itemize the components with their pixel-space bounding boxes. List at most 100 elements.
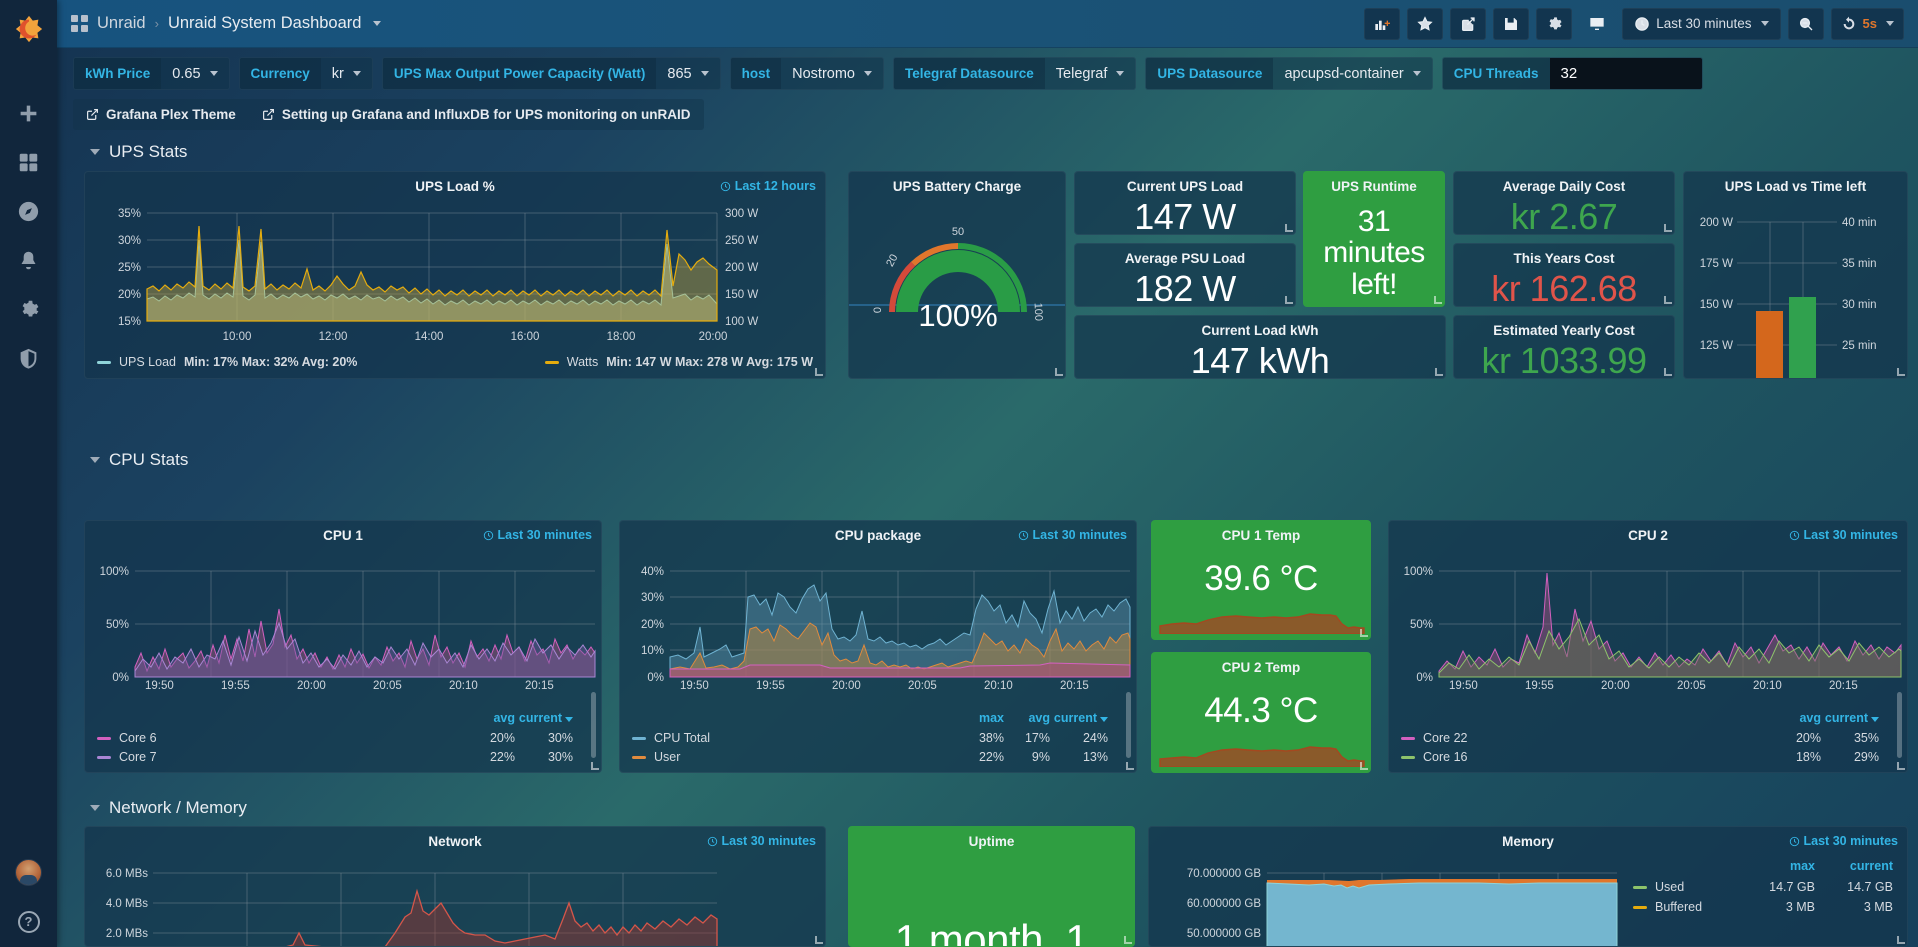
- panel-resize-handle[interactable]: [1664, 368, 1672, 376]
- cpu-threads-input[interactable]: [1549, 58, 1702, 89]
- legend-scrollbar[interactable]: [1126, 692, 1131, 758]
- section-row-cpu-stats[interactable]: CPU Stats: [90, 450, 188, 470]
- panel-resize-handle[interactable]: [1434, 296, 1442, 304]
- legend-item-ups-load[interactable]: UPS Load Min: 17% Max: 32% Avg: 20%: [97, 355, 357, 369]
- variable-value[interactable]: 0.65: [161, 66, 228, 82]
- panel-resize-handle[interactable]: [1126, 762, 1134, 770]
- panel-header[interactable]: Estimated Yearly Cost: [1454, 316, 1674, 344]
- sidebar-item-configuration[interactable]: [0, 285, 57, 334]
- panel-resize-handle[interactable]: [1124, 936, 1132, 944]
- panel-resize-handle[interactable]: [1664, 296, 1672, 304]
- chevron-down-icon[interactable]: [373, 21, 382, 26]
- panel-estimated-yearly-cost[interactable]: Estimated Yearly Cost kr 1033.99: [1453, 315, 1675, 379]
- panel-header[interactable]: CPU 1 Last 30 minutes: [85, 521, 601, 549]
- dashboards-grid-icon[interactable]: [71, 15, 88, 32]
- refresh-button[interactable]: 5s: [1830, 7, 1904, 40]
- legend-item-core-16[interactable]: Core 16 18% 29%: [1401, 750, 1879, 764]
- variable-ups-datasource[interactable]: UPS Datasource apcupsd-container: [1145, 57, 1433, 90]
- panel-header[interactable]: CPU 1 Temp: [1152, 521, 1370, 549]
- panel-cpu-2[interactable]: CPU 2 Last 30 minutes 100% 50% 0% 19:50 …: [1388, 520, 1908, 773]
- legend-header-current[interactable]: current: [1849, 859, 1893, 873]
- panel-header[interactable]: UPS Battery Charge: [849, 172, 1065, 200]
- variable-host[interactable]: host Nostromo: [729, 57, 884, 90]
- panel-resize-handle[interactable]: [1055, 368, 1063, 376]
- panel-header[interactable]: Memory Last 30 minutes: [1149, 827, 1907, 855]
- panel-time-range[interactable]: Last 30 minutes: [1018, 528, 1127, 542]
- panel-cpu-1[interactable]: CPU 1 Last 30 minutes 100% 50% 0% 19:50 …: [84, 520, 602, 773]
- variable-telegraf-datasource[interactable]: Telegraf Datasource Telegraf: [892, 57, 1137, 90]
- panel-time-range[interactable]: Last 12 hours: [720, 179, 816, 193]
- dashboard-link-grafana-plex-theme[interactable]: Grafana Plex Theme: [73, 99, 249, 130]
- breadcrumb-root[interactable]: Unraid: [97, 14, 146, 32]
- panel-resize-handle[interactable]: [1897, 762, 1905, 770]
- favorite-button[interactable]: [1407, 7, 1444, 40]
- panel-resize-handle[interactable]: [1664, 224, 1672, 232]
- legend-scrollbar[interactable]: [591, 692, 596, 758]
- panel-resize-handle[interactable]: [815, 368, 823, 376]
- panel-resize-handle[interactable]: [591, 762, 599, 770]
- sidebar-item-server-admin[interactable]: [0, 334, 57, 383]
- panel-header[interactable]: CPU 2 Temp: [1152, 653, 1370, 681]
- variable-ups-max-output-power-capacity[interactable]: UPS Max Output Power Capacity (Watt) 865: [381, 57, 721, 90]
- grafana-logo-icon[interactable]: [0, 0, 57, 57]
- sidebar-item-dashboards[interactable]: [0, 138, 57, 187]
- time-range-picker[interactable]: Last 30 minutes: [1622, 7, 1781, 40]
- panel-resize-handle[interactable]: [1360, 762, 1368, 770]
- panel-cpu-2-temp[interactable]: CPU 2 Temp 44.3 °C: [1151, 652, 1371, 773]
- dashboard-link-setting-up-grafana-influxdb[interactable]: Setting up Grafana and InfluxDB for UPS …: [249, 99, 704, 130]
- legend-header-current[interactable]: current: [515, 711, 573, 725]
- section-row-network-memory[interactable]: Network / Memory: [90, 798, 247, 818]
- panel-this-years-cost[interactable]: This Years Cost kr 162.68: [1453, 243, 1675, 307]
- panel-ups-battery-charge[interactable]: UPS Battery Charge 50 20 0 100 100%: [848, 171, 1066, 379]
- page-title[interactable]: Unraid System Dashboard: [167, 14, 362, 32]
- help-icon[interactable]: ?: [17, 911, 40, 933]
- panel-uptime[interactable]: Uptime 1 month, 1: [848, 826, 1135, 947]
- panel-header[interactable]: Current Load kWh: [1075, 316, 1445, 344]
- panel-header[interactable]: Average Daily Cost: [1454, 172, 1674, 200]
- panel-time-range[interactable]: Last 30 minutes: [707, 834, 816, 848]
- panel-ups-load-percent[interactable]: UPS Load % Last 12 hours Percent Watts 3…: [84, 171, 826, 379]
- variable-kwh-price[interactable]: kWh Price 0.65: [73, 57, 230, 90]
- panel-header[interactable]: CPU package Last 30 minutes: [620, 521, 1136, 549]
- legend-item-user[interactable]: User 22% 9% 13%: [632, 750, 1108, 764]
- panel-header[interactable]: UPS Load vs Time left: [1684, 172, 1907, 200]
- legend-header-max[interactable]: max: [978, 711, 1004, 725]
- legend-item-core-7[interactable]: Core 7 22% 30%: [97, 750, 573, 764]
- legend-item-cpu-total[interactable]: CPU Total 38% 17% 24%: [632, 731, 1108, 745]
- panel-ups-load-vs-time-left[interactable]: UPS Load vs Time left 200 W 175 W 150 W …: [1683, 171, 1908, 379]
- variable-currency[interactable]: Currency kr: [238, 57, 373, 90]
- variable-value[interactable]: apcupsd-container: [1273, 66, 1431, 82]
- variable-value[interactable]: Telegraf: [1045, 66, 1136, 82]
- legend-item-core-22[interactable]: Core 22 20% 35%: [1401, 731, 1879, 745]
- variable-value[interactable]: 865: [656, 66, 719, 82]
- panel-resize-handle[interactable]: [1897, 936, 1905, 944]
- panel-resize-handle[interactable]: [1360, 629, 1368, 637]
- sidebar-item-alerting[interactable]: [0, 236, 57, 285]
- panel-cpu-1-temp[interactable]: CPU 1 Temp 39.6 °C: [1151, 520, 1371, 640]
- panel-header[interactable]: Average PSU Load: [1075, 244, 1295, 272]
- tv-mode-button[interactable]: [1579, 8, 1615, 40]
- sidebar-item-explore[interactable]: [0, 187, 57, 236]
- panel-memory[interactable]: Memory Last 30 minutes 70.000000 GB 60.0…: [1148, 826, 1908, 947]
- panel-average-daily-cost[interactable]: Average Daily Cost kr 2.67: [1453, 171, 1675, 235]
- add-panel-button[interactable]: [1364, 7, 1401, 40]
- panel-resize-handle[interactable]: [1897, 368, 1905, 376]
- panel-header[interactable]: Current UPS Load: [1075, 172, 1295, 200]
- panel-average-psu-load[interactable]: Average PSU Load 182 W: [1074, 243, 1296, 307]
- panel-resize-handle[interactable]: [1435, 368, 1443, 376]
- legend-item-core-6[interactable]: Core 6 20% 30%: [97, 731, 573, 745]
- panel-header[interactable]: CPU 2 Last 30 minutes: [1389, 521, 1907, 549]
- panel-current-load-kwh[interactable]: Current Load kWh 147 kWh: [1074, 315, 1446, 379]
- legend-header-current[interactable]: current: [1821, 711, 1879, 725]
- panel-header[interactable]: Uptime: [849, 827, 1134, 855]
- legend-header-avg[interactable]: avg: [1799, 711, 1821, 725]
- legend-header-max[interactable]: max: [1789, 859, 1815, 873]
- variable-value[interactable]: Nostromo: [781, 66, 883, 82]
- user-profile-button[interactable]: [0, 848, 57, 897]
- panel-current-ups-load[interactable]: Current UPS Load 147 W: [1074, 171, 1296, 235]
- variable-cpu-threads[interactable]: CPU Threads: [1441, 57, 1703, 90]
- legend-header-avg[interactable]: avg: [1028, 711, 1050, 725]
- variable-value[interactable]: kr: [321, 66, 372, 82]
- panel-resize-handle[interactable]: [815, 936, 823, 944]
- legend-item-watts[interactable]: Watts Min: 147 W Max: 278 W Avg: 175 W: [544, 355, 813, 369]
